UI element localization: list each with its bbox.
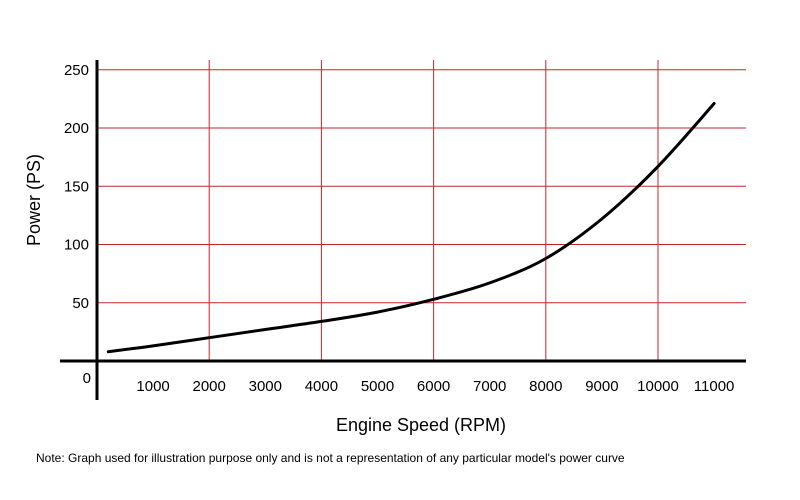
y-tick-label-250: 250 [64,62,89,79]
power-curve-line [106,102,716,354]
x-tick-labels: 1000 2000 3000 4000 5000 6000 7000 8000 9000 1000… [136,378,734,395]
y-tick-label-0: 0 [83,370,91,387]
grid-lines [97,60,746,361]
x-axis-title: Engine Speed (RPM) [336,415,506,435]
disclaimer-note: Note: Graph used for illustration purpos… [36,451,625,465]
y-tick-label-200: 200 [64,120,89,137]
x-tick-label-5000: 5000 [361,378,394,395]
x-tick-label-7000: 7000 [473,378,506,395]
x-tick-label-10000: 10000 [637,378,679,395]
axes [60,60,746,400]
x-tick-label-6000: 6000 [417,378,450,395]
x-tick-label-3000: 3000 [249,378,282,395]
x-tick-label-11000: 11000 [694,378,735,395]
y-tick-label-150: 150 [64,178,89,195]
x-tick-label-4000: 4000 [305,378,338,395]
y-tick-labels: 0 50 100 150 200 250 [64,62,91,387]
x-tick-label-8000: 8000 [529,378,562,395]
y-axis-title: Power (PS) [24,154,44,246]
x-tick-label-2000: 2000 [193,378,226,395]
y-tick-label-100: 100 [64,237,89,254]
x-tick-label-1000: 1000 [136,378,169,395]
y-tick-label-50: 50 [72,295,89,312]
x-tick-label-9000: 9000 [585,378,618,395]
